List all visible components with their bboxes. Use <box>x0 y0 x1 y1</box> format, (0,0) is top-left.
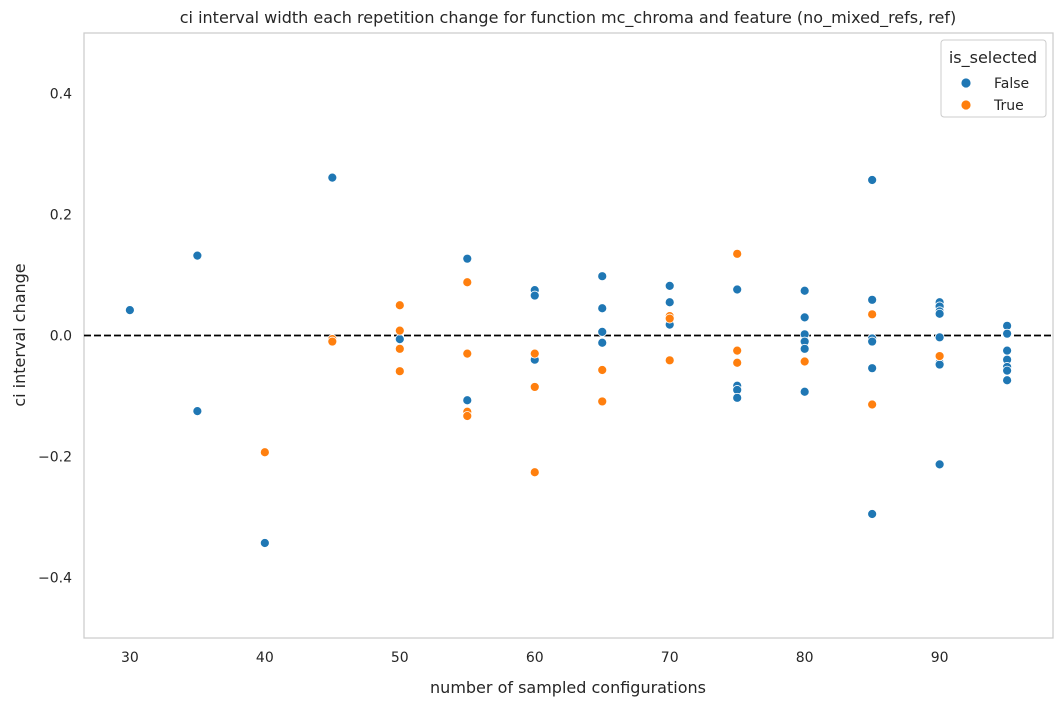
x-tick-label: 70 <box>661 650 679 666</box>
data-point-true <box>462 277 473 288</box>
data-point-true <box>394 300 405 311</box>
data-point-false <box>934 359 945 370</box>
data-point-false <box>867 336 878 347</box>
y-tick-label: −0.2 <box>38 450 72 466</box>
data-point-true <box>529 382 540 392</box>
data-point-false <box>1002 375 1013 386</box>
x-tick-label: 80 <box>796 650 814 666</box>
data-point-true <box>732 248 743 259</box>
data-point-false <box>1002 328 1013 339</box>
marks-layer <box>84 172 1053 548</box>
legend: is_selected False True <box>940 39 1047 118</box>
y-tick-label: −0.4 <box>38 571 72 587</box>
data-point-false <box>1002 365 1013 376</box>
legend-title: is_selected <box>949 48 1037 68</box>
chart-title: ci interval width each repetition change… <box>180 8 956 28</box>
data-point-true <box>529 348 540 359</box>
data-point-false <box>867 509 878 519</box>
data-point-true <box>462 348 473 359</box>
data-point-false <box>664 297 675 308</box>
legend-marker-true <box>960 99 972 111</box>
data-point-true <box>732 345 743 356</box>
data-point-true <box>394 343 405 354</box>
data-point-false <box>124 305 135 315</box>
x-tick-label: 40 <box>256 650 274 666</box>
data-point-false <box>867 175 878 185</box>
data-point-false <box>192 250 203 261</box>
data-point-false <box>1002 345 1013 356</box>
x-tick-label: 90 <box>931 650 949 666</box>
data-point-false <box>597 337 608 348</box>
data-point-false <box>799 343 810 354</box>
data-point-false <box>934 459 945 470</box>
data-point-true <box>867 399 878 410</box>
data-point-true <box>462 411 473 421</box>
legend-label-false: False <box>994 76 1029 92</box>
data-point-true <box>867 309 878 320</box>
data-point-false <box>192 406 203 417</box>
data-point-true <box>664 355 675 366</box>
ticks-layer: 30 40 50 60 70 80 90 −0.4 −0.2 0.0 0.2 0.4 <box>38 87 949 667</box>
y-tick-label: 0.2 <box>50 208 72 224</box>
data-point-true <box>664 313 675 324</box>
data-point-false <box>529 290 540 301</box>
data-point-false <box>867 294 878 305</box>
data-point-false <box>327 172 338 183</box>
data-point-true <box>597 396 608 407</box>
data-point-true <box>732 357 743 368</box>
legend-box <box>940 39 1047 118</box>
x-tick-label: 60 <box>526 650 544 666</box>
data-point-false <box>799 312 810 323</box>
data-point-true <box>597 365 608 375</box>
data-point-false <box>934 332 945 343</box>
data-point-false <box>732 392 743 403</box>
data-point-true <box>394 366 405 377</box>
data-point-true <box>799 356 810 367</box>
legend-marker-false <box>960 77 972 89</box>
x-tick-label: 50 <box>391 650 409 666</box>
y-axis-label: ci interval change <box>10 263 29 406</box>
data-point-false <box>732 284 743 295</box>
data-point-false <box>799 285 810 296</box>
y-tick-label: 0.4 <box>50 87 72 103</box>
data-point-false <box>597 303 608 314</box>
legend-label-true: True <box>993 98 1024 114</box>
data-point-false <box>597 326 608 337</box>
x-tick-label: 30 <box>121 650 139 666</box>
data-point-true <box>394 325 405 336</box>
x-axis-label: number of sampled configurations <box>430 678 706 697</box>
data-point-false <box>259 538 270 548</box>
data-point-true <box>259 447 270 458</box>
data-point-false <box>462 253 473 264</box>
data-point-true <box>529 467 540 478</box>
data-point-false <box>867 363 878 374</box>
data-point-false <box>597 271 608 282</box>
data-point-true <box>934 351 945 361</box>
data-point-true <box>327 336 338 347</box>
data-point-false <box>664 280 675 291</box>
data-point-false <box>799 386 810 397</box>
data-point-false <box>934 308 945 319</box>
data-point-false <box>394 334 405 345</box>
data-point-false <box>462 395 473 406</box>
y-tick-label: 0.0 <box>50 329 72 345</box>
